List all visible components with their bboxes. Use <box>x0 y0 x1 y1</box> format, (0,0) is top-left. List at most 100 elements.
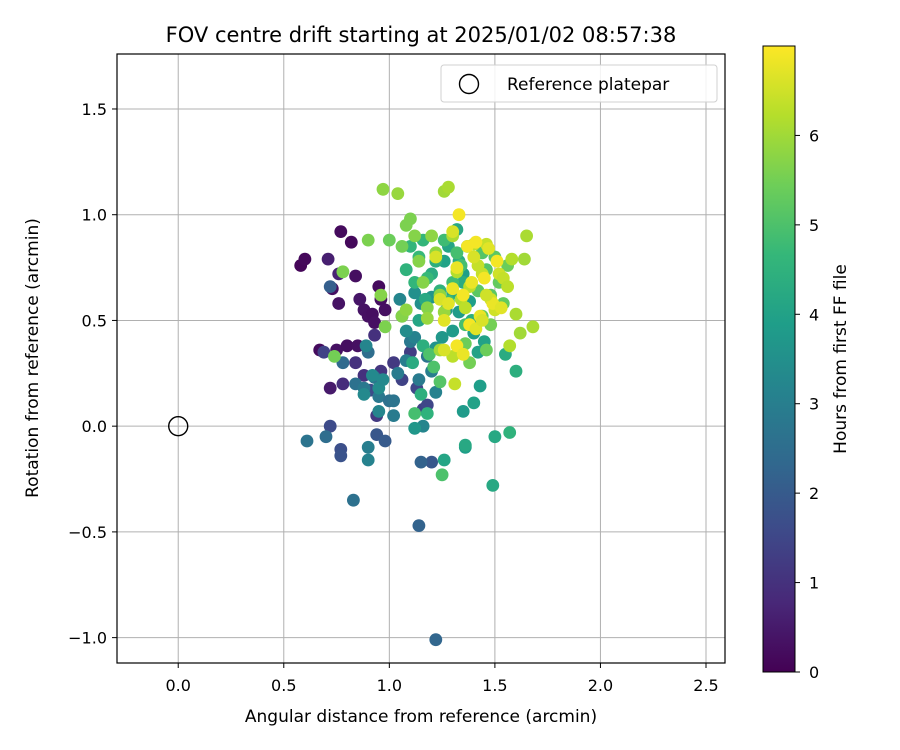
colorbar-tick-label: 1 <box>809 574 819 593</box>
data-point <box>429 250 443 264</box>
data-point <box>450 246 464 260</box>
data-point <box>300 434 314 448</box>
data-point <box>372 405 386 418</box>
data-point <box>368 328 381 342</box>
x-tick-label: 0.5 <box>271 676 296 695</box>
data-point <box>357 388 371 401</box>
data-point <box>391 366 405 380</box>
data-point <box>323 419 337 433</box>
data-point <box>518 252 531 266</box>
data-point <box>414 388 428 401</box>
colorbar: 0 1 2 3 4 5 6 Hours from first FF file <box>762 45 851 682</box>
data-point <box>509 307 523 321</box>
data-point <box>425 229 438 243</box>
data-point <box>382 233 396 247</box>
data-point <box>374 288 388 302</box>
data-point <box>446 324 460 338</box>
data-point <box>423 347 436 361</box>
data-point <box>509 364 523 378</box>
data-point <box>391 187 405 201</box>
data-point <box>429 385 443 399</box>
data-point <box>526 320 540 334</box>
data-point <box>378 434 392 448</box>
x-axis-label: Angular distance from reference (arcmin) <box>245 707 597 727</box>
legend-marker-icon <box>458 73 480 95</box>
data-point <box>467 396 481 410</box>
y-tick-label: 0.5 <box>82 311 107 330</box>
data-point <box>435 468 449 482</box>
data-point <box>361 440 375 454</box>
data-point <box>361 453 375 467</box>
data-point <box>344 235 358 249</box>
data-point <box>488 430 502 444</box>
data-point <box>467 250 481 264</box>
data-point <box>334 449 348 463</box>
data-point <box>328 350 341 363</box>
data-point <box>503 426 517 439</box>
data-point <box>340 339 354 353</box>
y-tick-label: −1.0 <box>68 629 107 648</box>
data-point <box>458 301 472 315</box>
colorbar-tick-label: 3 <box>809 395 819 414</box>
data-point <box>399 263 413 277</box>
data-point <box>437 343 451 357</box>
legend: Reference platepar <box>440 64 718 103</box>
data-point <box>323 280 337 293</box>
data-point <box>414 455 428 469</box>
data-point <box>450 261 464 274</box>
data-point <box>456 288 470 302</box>
data-point <box>446 225 460 239</box>
data-point <box>387 394 400 408</box>
data-point <box>349 269 362 283</box>
data-point <box>387 356 400 370</box>
colorbar-ticks: 0 1 2 3 4 5 6 <box>795 126 819 682</box>
data-point <box>473 379 487 393</box>
data-point <box>353 292 367 306</box>
data-point <box>475 314 489 327</box>
data-point <box>420 311 434 325</box>
data-point <box>319 430 333 444</box>
data-point <box>465 276 479 289</box>
data-point <box>416 276 430 289</box>
data-point <box>482 242 495 255</box>
data-point <box>366 369 379 382</box>
data-point <box>486 479 500 492</box>
data-point <box>425 455 438 469</box>
data-point <box>298 252 312 266</box>
data-point <box>336 377 350 391</box>
reference-point <box>168 415 189 437</box>
data-point <box>442 297 455 310</box>
colorbar-tick-label: 0 <box>809 663 819 682</box>
data-point <box>427 360 441 374</box>
data-points <box>294 180 540 647</box>
colorbar-tick-label: 6 <box>809 126 819 145</box>
data-point <box>359 339 373 353</box>
data-point <box>477 271 491 285</box>
data-point <box>456 405 470 418</box>
data-point <box>408 286 422 300</box>
data-point <box>448 377 462 391</box>
data-point <box>490 254 504 268</box>
data-point <box>378 303 392 317</box>
data-point <box>347 493 360 507</box>
data-point <box>408 421 422 435</box>
data-point <box>456 347 470 361</box>
data-point <box>442 180 455 194</box>
y-tick-label: 1.0 <box>82 206 107 225</box>
data-point <box>404 212 417 226</box>
data-point <box>321 252 335 266</box>
x-axis-ticks: 0.0 0.5 1.0 1.5 2.0 2.5 <box>165 663 719 695</box>
data-point <box>361 233 375 247</box>
data-point <box>520 229 533 243</box>
x-tick-label: 1.5 <box>482 676 507 695</box>
x-tick-label: 2.5 <box>693 676 718 695</box>
data-point <box>505 252 519 266</box>
data-point <box>494 301 508 315</box>
data-point <box>317 345 331 359</box>
colorbar-tick-label: 4 <box>809 305 819 324</box>
data-point <box>412 519 426 532</box>
data-point <box>336 265 350 279</box>
data-point <box>513 326 527 340</box>
data-point <box>420 407 434 420</box>
